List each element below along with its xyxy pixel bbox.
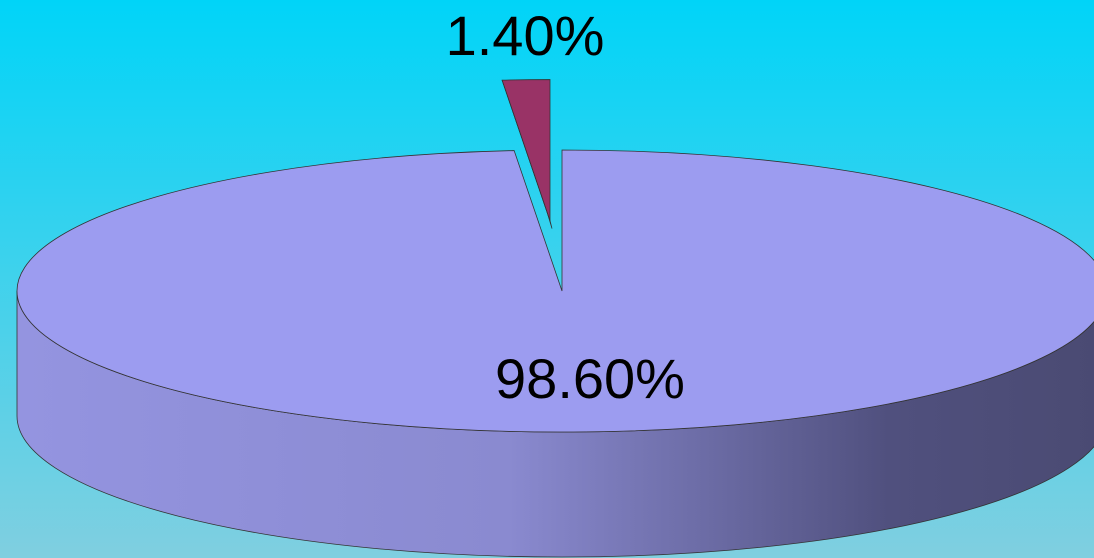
pie xyxy=(16,79,1094,558)
pie-slice xyxy=(16,149,1094,433)
pie-slice xyxy=(501,79,551,221)
data-label: 98.60% xyxy=(495,347,685,410)
data-label: 1.40% xyxy=(446,4,605,67)
